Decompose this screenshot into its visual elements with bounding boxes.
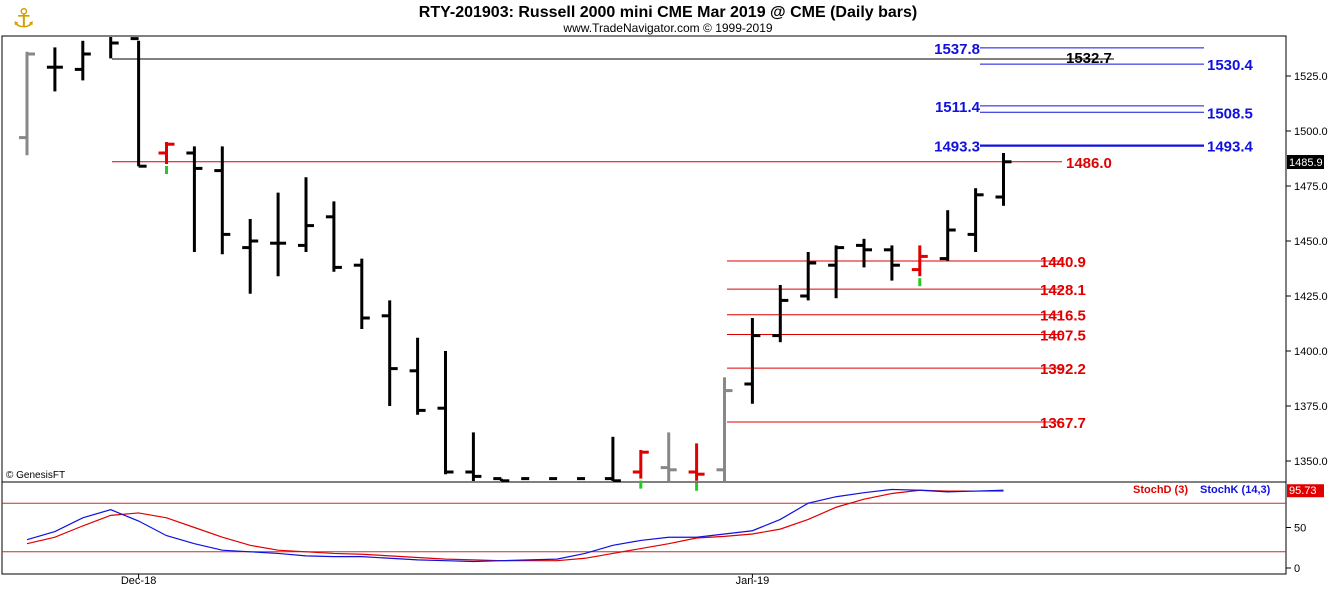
genesis-credit: © GenesisFT xyxy=(6,470,65,481)
price-tick-label: 1500.0 xyxy=(1294,126,1328,138)
price-tick-label: 1350.0 xyxy=(1294,456,1328,468)
price-level-label: 1428.1 xyxy=(1040,282,1086,299)
price-level-label: 1532.7 xyxy=(1066,50,1112,67)
logo: ⚓ xyxy=(12,4,35,34)
price-panel xyxy=(1,35,1287,483)
price-tick-label: 1375.0 xyxy=(1294,401,1328,413)
price-tick-label: 1475.0 xyxy=(1294,181,1328,193)
price-level-label: 1530.4 xyxy=(1207,57,1254,74)
price-level-label: 1511.4 xyxy=(935,99,981,116)
price-level-label: 1392.2 xyxy=(1040,361,1086,378)
anchor-logo-icon: ⚓ xyxy=(12,4,35,34)
price-level-label: 1367.7 xyxy=(1040,415,1086,432)
chart-subtitle: www.TradeNavigator.com © 1999-2019 xyxy=(562,21,772,35)
stoch-last-tag xyxy=(1287,484,1324,498)
price-level-label: 1416.5 xyxy=(1040,308,1086,325)
time-tick-label: Jan-19 xyxy=(736,575,770,587)
price-level-label: 1508.5 xyxy=(1207,105,1253,122)
price-level-label: 1486.0 xyxy=(1066,155,1112,172)
price-tick-label: 1525.0 xyxy=(1294,71,1328,83)
price-level-label: 1493.3 xyxy=(934,139,980,156)
price-levels: 1537.8 1532.7 1530.4 1511.4 1508.5 1493.3 1493… xyxy=(112,41,1254,432)
stoch-series-line xyxy=(26,488,1004,563)
stoch-legend-k: StochK (14,3) xyxy=(1200,484,1271,496)
ohlc-bars xyxy=(19,37,1012,491)
price-tick-label: 1400.0 xyxy=(1294,346,1328,358)
stoch-legend-d: StochD (3) xyxy=(1133,484,1188,496)
price-level-label: 1537.8 xyxy=(934,41,980,58)
price-level-label: 1407.5 xyxy=(1040,328,1086,345)
price-tick-label: 1425.0 xyxy=(1294,291,1328,303)
chart-title: RTY-201903: Russell 2000 mini CME Mar 20… xyxy=(419,4,917,21)
price-axis: 1525.0 1500.0 1475.0 1450.0 1425.0 1400.0 1375… xyxy=(1286,71,1328,468)
stoch-panel xyxy=(1,481,1287,575)
last-price-label: 1485.9 xyxy=(1289,157,1323,169)
stoch-last-label: 95.73 xyxy=(1289,485,1317,497)
last-price-tag xyxy=(1287,155,1324,170)
price-level-label: 1440.9 xyxy=(1040,254,1086,271)
stoch-tick-label: 0 xyxy=(1294,563,1300,575)
price-level-label: 1493.4 xyxy=(1207,139,1254,156)
time-tick-label: Dec-18 xyxy=(121,575,156,587)
price-tick-label: 1450.0 xyxy=(1294,236,1328,248)
stoch-tick-label: 50 xyxy=(1294,523,1306,535)
stochastic-indicator: 50 0 StochD (3) StochK (14,3) 95.73 xyxy=(2,484,1324,575)
time-axis: Dec-18 Jan-19 xyxy=(121,574,769,587)
